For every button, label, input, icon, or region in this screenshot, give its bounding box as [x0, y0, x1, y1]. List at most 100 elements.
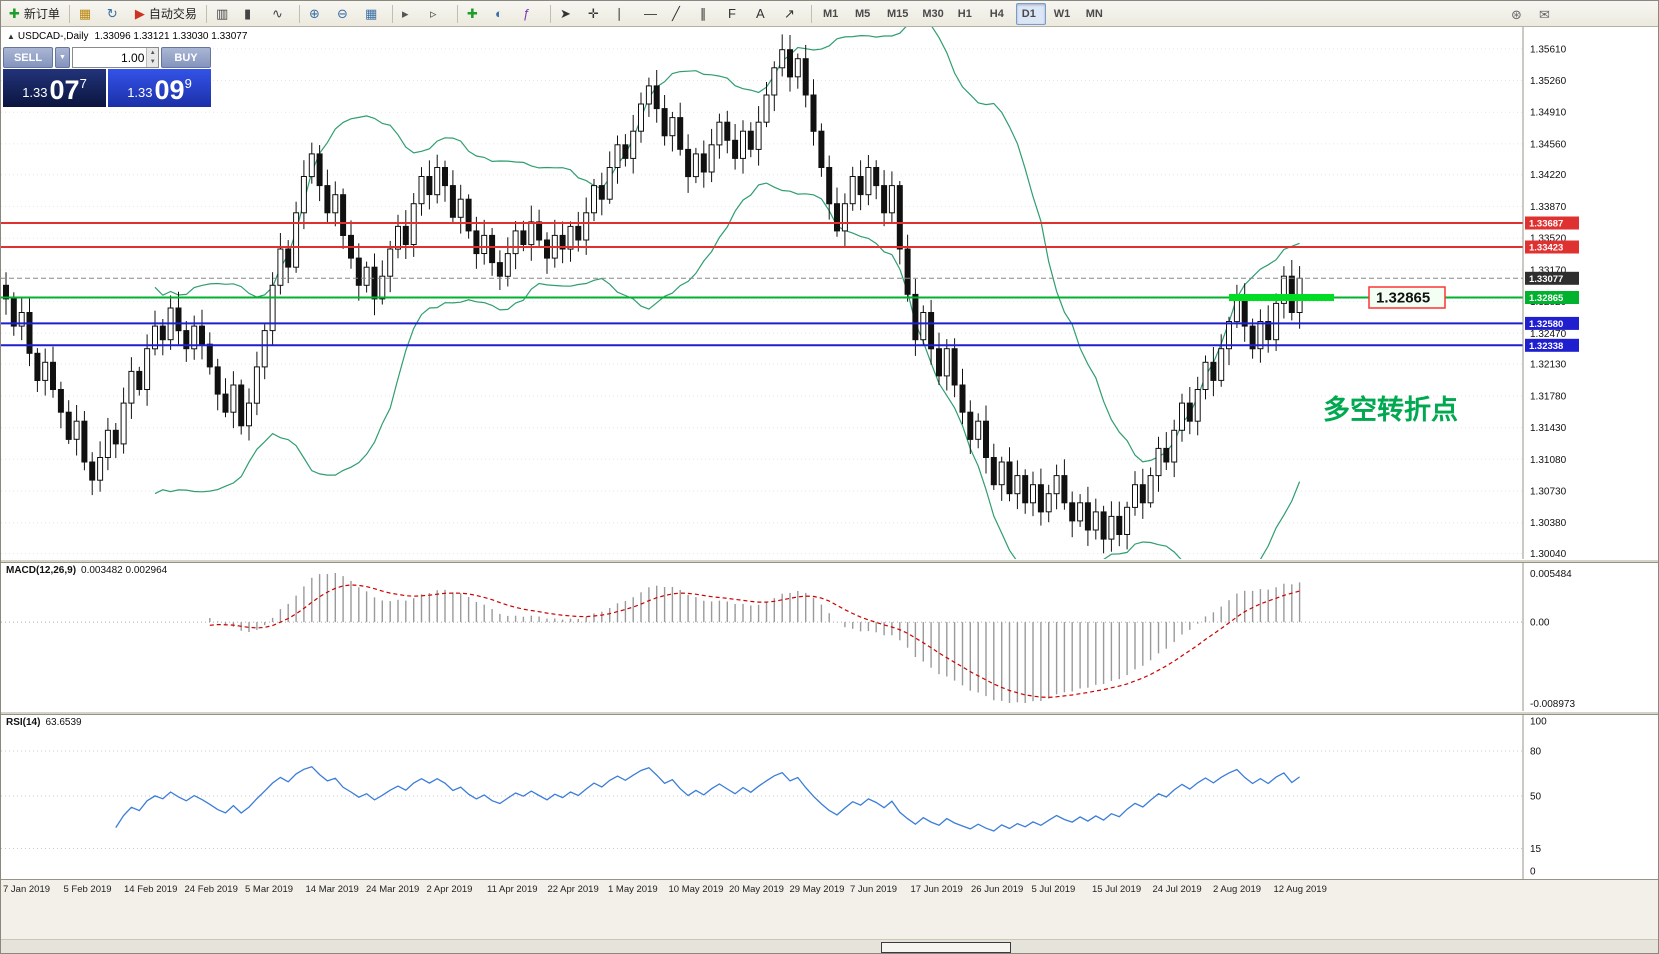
sell-button[interactable]: SELL	[3, 47, 53, 68]
timeframe-button-d1[interactable]: D1	[1015, 2, 1046, 25]
date-axis-label: 5 Feb 2019	[63, 884, 112, 895]
macd-axis-label: 0.005484	[1530, 569, 1572, 580]
profiles-button[interactable]: ◐	[491, 3, 517, 25]
chart-shift-icon: ▹	[429, 6, 437, 21]
chart-shift-button[interactable]: ▹	[426, 3, 452, 25]
chart-annotation-text[interactable]: 多空转折点	[1323, 394, 1458, 425]
auto-scroll-icon: ▸	[401, 6, 409, 21]
macd-indicator-panel[interactable]: 0.005484 0.00 -0.008973 MACD(12,26,9) 0.003…	[1, 563, 1659, 711]
horizontal-scrollbar-thumb[interactable]	[881, 942, 1011, 953]
price-callout-box[interactable]	[1368, 286, 1446, 309]
macd-chart-canvas[interactable]: 0.005484 0.00 -0.008973	[1, 563, 1659, 711]
bar-chart-icon: ▥	[215, 6, 229, 21]
text-button[interactable]: A	[752, 3, 778, 25]
channel-button[interactable]: ∥	[696, 3, 722, 25]
timeframe-button-h1[interactable]: H1	[957, 7, 972, 20]
auto-scroll-button[interactable]: ▸	[398, 3, 424, 25]
toolbar-right-icons: ⊛ ✉	[1506, 3, 1562, 25]
bollinger-lower-band[interactable]	[154, 182, 1301, 559]
candlestick-chart-button[interactable]: ▮	[240, 3, 266, 25]
trendline-button[interactable]: ╱	[668, 3, 694, 25]
arrows-button[interactable]: ↗	[780, 3, 806, 25]
timeframe-button-mn[interactable]: MN	[1085, 7, 1103, 20]
price-chart-canvas[interactable]: 1.35610 1.35260 1.34910 1.34560 1.34220 1.338…	[1, 27, 1659, 559]
timeframe-button-m5[interactable]: M5	[854, 7, 871, 20]
panel-resize-separator[interactable]	[1, 559, 1658, 563]
charts-button[interactable]: ▦	[75, 3, 101, 25]
date-axis-label: 12 Aug 2019	[1273, 884, 1327, 895]
feedback-button[interactable]: ✉	[1535, 3, 1561, 25]
indicators-button[interactable]: ƒ	[519, 3, 545, 25]
macd-title: MACD(12,26,9)	[6, 565, 77, 576]
timeframe-button-m30[interactable]: M30	[922, 7, 944, 20]
time-axis[interactable]: 7 Jan 2019 5 Feb 2019 14 Feb 2019 24 Feb 20…	[1, 879, 1658, 899]
buy-price-display[interactable]: 1.33 09 9	[108, 69, 211, 107]
sell-price-display[interactable]: 1.33 07 7	[3, 69, 106, 107]
autotrading-button[interactable]: ▶ 自动交易	[131, 3, 201, 25]
panel-resize-separator[interactable]	[1, 711, 1658, 715]
date-axis-label: 17 Jun 2019	[910, 884, 963, 895]
volume-dropdown-button[interactable]: ▼	[55, 47, 70, 68]
timeframe-button-m1[interactable]: M1	[822, 7, 839, 20]
cursor-button[interactable]: ➤	[556, 3, 582, 25]
rsi-chart-canvas[interactable]: 100 80 50 15 0	[1, 715, 1659, 879]
zoom-in-icon: ⊕	[308, 6, 320, 21]
horizontal-line-button[interactable]: ―	[640, 3, 666, 25]
tile-windows-button[interactable]: ▦	[361, 3, 387, 25]
price-axis-label: 1.31080	[1530, 455, 1567, 466]
trendline-icon: ╱	[671, 6, 680, 21]
vertical-line-button[interactable]: ∣	[612, 3, 638, 25]
price-axis-label: 1.31430	[1530, 423, 1567, 434]
macd-axis-label: -0.008973	[1530, 699, 1575, 710]
date-axis-label: 2 Aug 2019	[1213, 884, 1262, 895]
horizontal-line-icon: ―	[643, 6, 657, 21]
bar-chart-button[interactable]: ▥	[212, 3, 238, 25]
zoom-in-button[interactable]: ⊕	[305, 3, 331, 25]
toolbar-separator	[549, 4, 551, 23]
refresh-button[interactable]: ↻	[103, 3, 129, 25]
date-axis-label: 24 Jul 2019	[1152, 884, 1202, 895]
level-tag-label: 1.33423	[1529, 243, 1563, 254]
crosshair-button[interactable]: ✛	[584, 3, 610, 25]
volume-step-down-icon[interactable]: ▼	[147, 57, 158, 67]
volume-input[interactable]	[73, 48, 147, 67]
refresh-icon: ↻	[106, 6, 118, 21]
highlight-bar[interactable]	[1229, 294, 1334, 301]
level-tag	[1525, 291, 1579, 304]
one-click-toggle-icon[interactable]: ▲	[7, 32, 15, 41]
line-chart-icon: ∿	[271, 6, 283, 21]
level-tag-label: 1.32865	[1529, 293, 1564, 304]
rsi-axis-label: 0	[1530, 867, 1536, 878]
level-tag-label: 1.32338	[1529, 341, 1563, 352]
main-price-chart-panel[interactable]: 1.35610 1.35260 1.34910 1.34560 1.34220 1.338…	[1, 27, 1659, 559]
fibonacci-icon: F	[727, 6, 736, 21]
timeframe-button-w1[interactable]: W1	[1053, 7, 1071, 20]
price-axis-label: 1.32130	[1530, 360, 1567, 371]
timeframe-button-m15[interactable]: M15	[886, 7, 909, 20]
price-axis-label: 1.31780	[1530, 391, 1567, 402]
volume-step-up-icon[interactable]: ▲	[147, 48, 158, 58]
new-chart-button[interactable]: ✚	[463, 3, 489, 25]
bollinger-upper-band[interactable]	[154, 27, 1300, 463]
new-order-button[interactable]: ✚ 新订单	[5, 3, 64, 25]
sell-price-sup: 7	[79, 76, 87, 91]
date-axis-label: 22 Apr 2019	[547, 884, 599, 895]
macd-histogram	[209, 573, 1301, 703]
fibonacci-button[interactable]: F	[724, 3, 750, 25]
toolbar-separator	[456, 4, 458, 23]
rsi-indicator-panel[interactable]: 100 80 50 15 0 RSI(14) 63.6539	[1, 715, 1659, 879]
level-tag-label: 1.32580	[1529, 319, 1563, 330]
line-chart-button[interactable]: ∿	[268, 3, 294, 25]
zoom-out-button[interactable]: ⊖	[333, 3, 359, 25]
rsi-value: 63.6539	[45, 717, 82, 728]
price-axis-label: 1.34910	[1530, 108, 1567, 119]
horizontal-scrollbar-track[interactable]	[1, 939, 1658, 953]
rsi-axis-label: 15	[1530, 844, 1542, 855]
buy-button[interactable]: BUY	[161, 47, 211, 68]
tile-windows-icon: ▦	[364, 6, 378, 21]
autotrading-button-label: 自动交易	[148, 7, 197, 21]
date-axis-label: 5 Jul 2019	[1031, 884, 1076, 895]
timeframe-button-h4[interactable]: H4	[989, 7, 1004, 20]
quick-search-button[interactable]: ⊛	[1507, 3, 1533, 25]
